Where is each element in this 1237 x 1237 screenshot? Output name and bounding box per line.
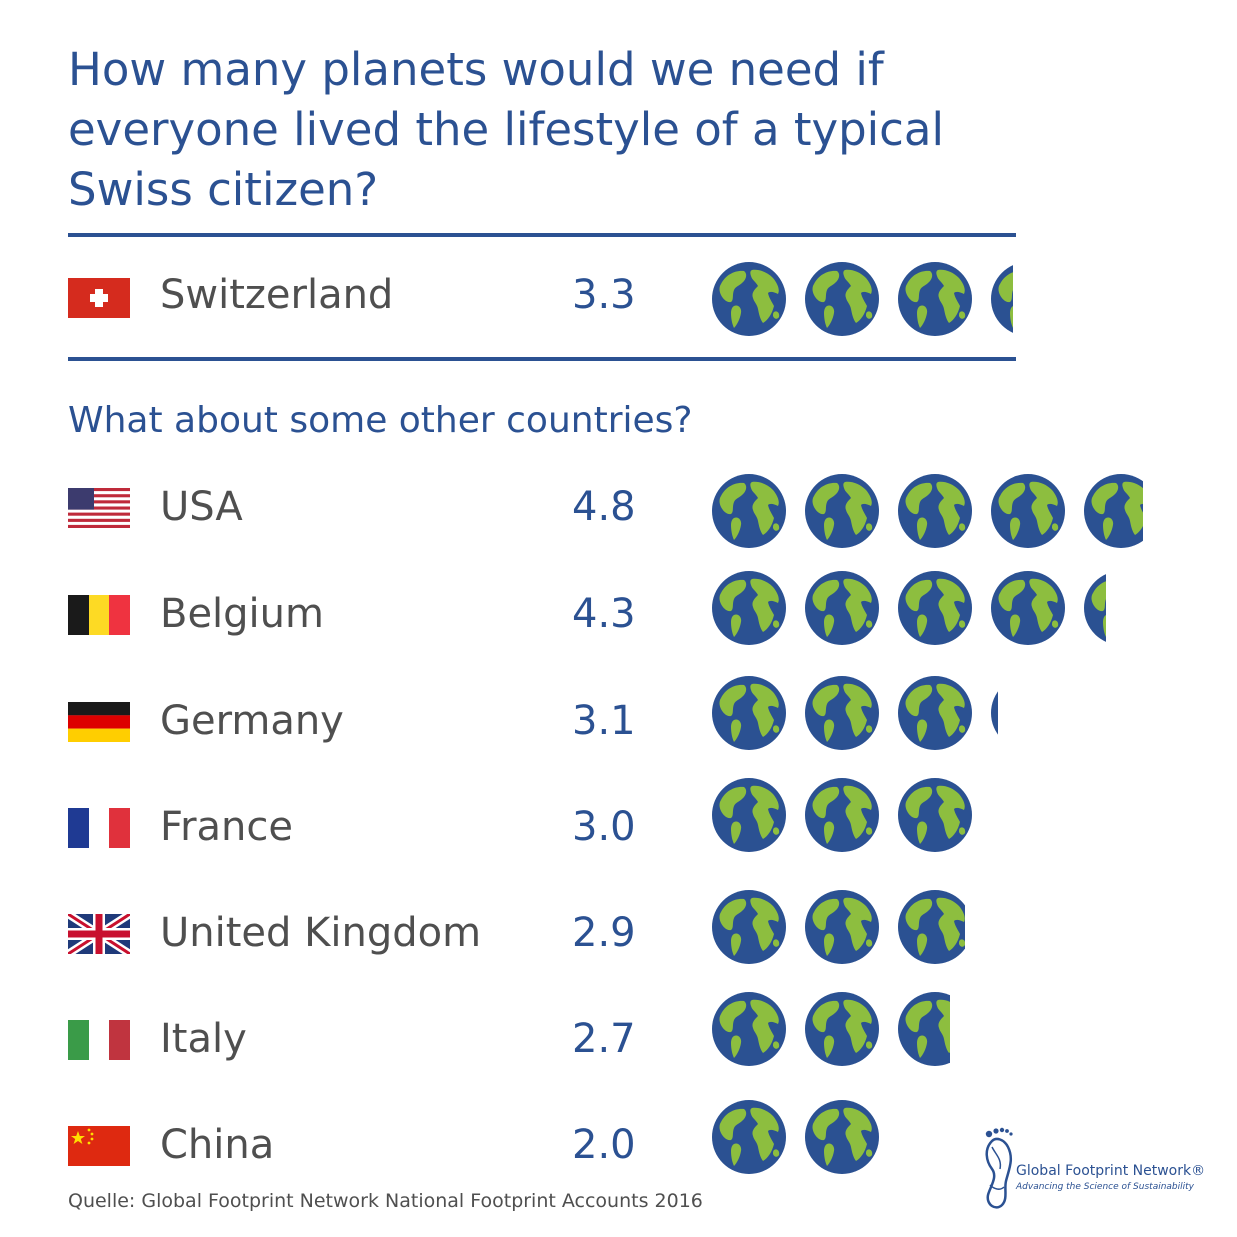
globe-icon [712, 890, 786, 964]
globe-icon [898, 474, 972, 548]
globe-bar [712, 1100, 879, 1174]
globe-bar [712, 890, 965, 964]
globe-icon [991, 262, 1013, 336]
row-united-kingdom: United Kingdom 2.9 [0, 890, 1237, 976]
globe-bar [712, 992, 950, 1066]
row-germany: Germany 3.1 [0, 676, 1237, 764]
country-label: Italy [160, 1016, 247, 1062]
globe-icon [712, 778, 786, 852]
row-usa: USA 4.8 [0, 470, 1237, 550]
globe-bar [712, 262, 1013, 336]
country-label: Switzerland [160, 272, 394, 318]
globe-icon [898, 571, 972, 645]
globe-icon [805, 474, 879, 548]
italy-flag [68, 1020, 130, 1060]
globe-icon [991, 676, 998, 750]
globe-icon [805, 778, 879, 852]
value-label: 4.8 [572, 484, 636, 530]
row-switzerland: Switzerland 3.3 [0, 258, 1237, 338]
value-label: 2.9 [572, 910, 636, 956]
globe-icon [991, 571, 1065, 645]
globe-bar [712, 676, 998, 750]
globe-icon [805, 262, 879, 336]
country-label: France [160, 804, 294, 850]
globe-bar [712, 474, 1143, 548]
country-label: China [160, 1122, 275, 1168]
logo-name: Global Footprint Network® [1016, 1163, 1206, 1179]
globe-bar [712, 571, 1106, 645]
bottom-divider [68, 357, 1016, 361]
country-label: USA [160, 484, 243, 530]
value-label: 3.1 [572, 698, 636, 744]
france-flag [68, 808, 130, 848]
globe-icon [898, 778, 972, 852]
row-italy: Italy 2.7 [0, 992, 1237, 1082]
belgium-flag [68, 595, 130, 635]
top-divider [68, 233, 1016, 237]
footprint-icon [985, 1127, 1013, 1209]
globe-icon [898, 890, 965, 964]
row-france: France 3.0 [0, 778, 1237, 870]
value-label: 3.0 [572, 804, 636, 850]
country-label: Germany [160, 698, 344, 744]
globe-icon [805, 992, 879, 1066]
globe-icon [898, 992, 950, 1066]
value-label: 4.3 [572, 591, 636, 637]
globe-icon [1084, 474, 1143, 548]
value-label: 3.3 [572, 272, 636, 318]
usa-flag [68, 488, 130, 528]
row-belgium: Belgium 4.3 [0, 571, 1237, 657]
globe-icon [1084, 571, 1106, 645]
globe-icon [805, 1100, 879, 1174]
value-label: 2.0 [572, 1122, 636, 1168]
row-china: China 2.0 [0, 1100, 1237, 1188]
country-label: Belgium [160, 591, 324, 637]
globe-icon [712, 1100, 786, 1174]
source-note: Quelle: Global Footprint Network Nationa… [68, 1190, 703, 1212]
globe-icon [712, 571, 786, 645]
switzerland-flag [68, 278, 130, 318]
globe-icon [712, 474, 786, 548]
globe-icon [805, 890, 879, 964]
globe-icon [712, 992, 786, 1066]
globe-bar [712, 778, 972, 852]
globe-icon [805, 571, 879, 645]
logo-tagline: Advancing the Science of Sustainability [1016, 1182, 1194, 1192]
globe-icon [991, 474, 1065, 548]
gfn-logo: Global Footprint Network® Advancing the … [982, 1125, 1212, 1215]
subtitle: What about some other countries? [68, 400, 693, 441]
uk-flag [68, 914, 130, 954]
globe-icon [712, 676, 786, 750]
globe-icon [805, 676, 879, 750]
globe-icon [898, 262, 972, 336]
globe-icon [712, 262, 786, 336]
china-flag [68, 1126, 130, 1166]
globe-icon [898, 676, 972, 750]
country-label: United Kingdom [160, 910, 482, 956]
value-label: 2.7 [572, 1016, 636, 1062]
chart-title: How many planets would we need if everyo… [68, 43, 944, 216]
germany-flag [68, 702, 130, 742]
